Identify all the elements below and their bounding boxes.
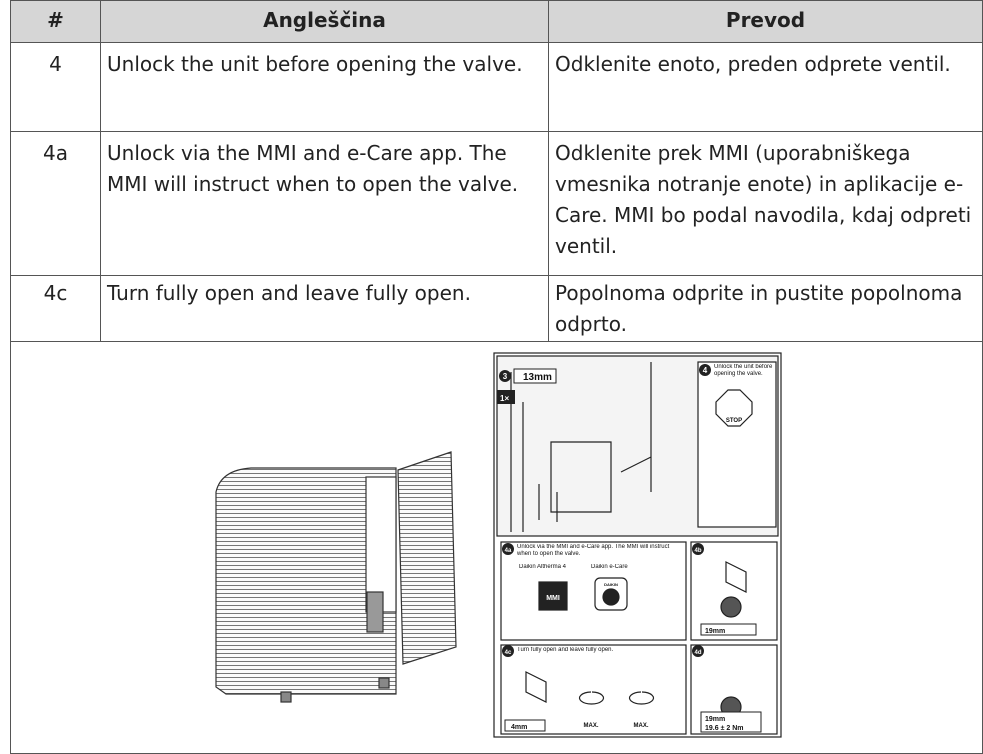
device-name: Daikin Altherma 4 (519, 564, 567, 570)
label-box: Daikin e-Care (591, 564, 628, 570)
row: 4 Unlock the unit before opening the val… (10, 42, 983, 132)
header-cell: Angleščina (100, 0, 549, 43)
cell: 4a (10, 131, 101, 276)
brand-label: DAIKIN (604, 582, 618, 587)
cell: Odklenite enoto, preden odprete ventil. (548, 42, 983, 132)
note: Unlock via the MMI and e-Care app. The M… (517, 544, 670, 557)
header-cell: # (10, 0, 101, 43)
row: 4c Turn fully open and leave fully open.… (10, 275, 983, 342)
size-label: 13mm (523, 372, 552, 383)
note-box: Unlock via the MMI and e-Care app. The M… (517, 544, 670, 557)
max-label: MAX. (634, 723, 649, 729)
cell: Popolnoma odprite in pustite popolnoma o… (548, 275, 983, 342)
size-label: 19mm (705, 716, 725, 723)
mmi-label: MMI (546, 595, 560, 602)
cell: Odklenite prek MMI (uporabniškega vmesni… (548, 131, 983, 276)
step-number: 4 (703, 366, 708, 375)
count-label: 1× (500, 394, 509, 403)
device-name: Daikin e-Care (591, 564, 628, 570)
row: 4a Unlock via the MMI and e-Care app. Th… (10, 131, 983, 276)
cell: 4 (10, 42, 101, 132)
step-number: 4c (505, 650, 512, 656)
cell: Unlock via the MMI and e-Care app. The M… (100, 131, 549, 276)
note-box: Unlock the unit before opening the valve… (714, 364, 773, 377)
note-box: Turn fully open and leave fully open. (517, 647, 614, 653)
note: Unlock the unit before opening the valve… (714, 364, 773, 377)
header-row: # Angleščina Prevod (10, 0, 983, 43)
step-number: 4b (694, 548, 701, 554)
max-label: MAX. (584, 723, 599, 729)
header-cell: Prevod (548, 0, 983, 43)
step-number: 4d (694, 650, 701, 656)
translation-table: # Angleščina Prevod 4 Unlock the unit be… (10, 0, 983, 754)
cell: Unlock the unit before opening the valve… (100, 42, 549, 132)
label-box: Daikin Altherma 4 (519, 564, 567, 570)
step-number: 3 (503, 372, 508, 381)
cell: Turn fully open and leave fully open. (100, 275, 549, 342)
torque-label: 19.6 ± 2 Nm (705, 725, 743, 732)
cell: 4c (10, 275, 101, 342)
stop-label: STOP (726, 418, 742, 424)
size-label: 4mm (511, 724, 527, 731)
step-number: 4a (505, 548, 512, 554)
size-label: 19mm (705, 628, 725, 635)
figure-labels: 3 13mm 1× 4 STOP 4a MMI DAIKIN 4b 19mm (497, 364, 762, 733)
outdoor-unit (215, 451, 457, 703)
figure-cell: 3 13mm 1× 4 STOP 4a MMI DAIKIN 4b 19mm (10, 341, 983, 754)
note: Turn fully open and leave fully open. (517, 647, 614, 653)
illustration: 3 13mm 1× 4 STOP 4a MMI DAIKIN 4b 19mm (215, 352, 782, 738)
figure-row: 3 13mm 1× 4 STOP 4a MMI DAIKIN 4b 19mm (10, 341, 983, 754)
instruction-panel (493, 352, 782, 738)
